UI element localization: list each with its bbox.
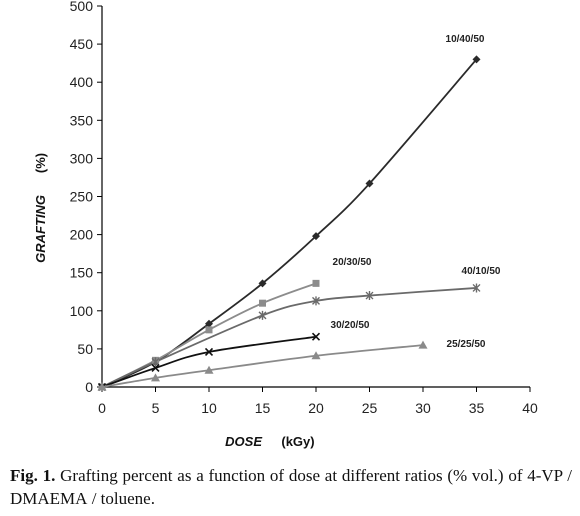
data-point-20-30-50 <box>259 299 266 307</box>
data-point-20-30-50 <box>205 326 213 334</box>
y-tick-label: 400 <box>70 74 94 90</box>
y-axis-unit: (%) <box>33 153 48 173</box>
x-tick-label: 20 <box>308 400 324 416</box>
y-tick-label: 150 <box>70 265 94 281</box>
series-lines <box>101 58 478 388</box>
x-tick-label: 10 <box>201 400 217 416</box>
data-point-10-40-50 <box>312 232 320 241</box>
y-tick-label: 100 <box>70 303 94 319</box>
series-label-25-25-50: 25/25/50 <box>447 339 486 350</box>
series-line-40-10-50 <box>101 287 477 388</box>
data-point-25-25-50 <box>151 373 160 382</box>
series-markers <box>97 55 481 392</box>
data-point-10-40-50 <box>205 319 213 328</box>
series-label-10-40-50: 10/40/50 <box>446 34 485 45</box>
y-tick-label: 500 <box>70 0 94 14</box>
axis-titles: DOSE (kGy) GRAFTING (%) <box>33 153 315 449</box>
y-tick-label: 200 <box>70 227 94 243</box>
y-tick-label: 0 <box>85 379 93 395</box>
data-point-10-40-50 <box>365 179 374 188</box>
data-point-20-30-50 <box>312 279 320 287</box>
x-axis-title: DOSE <box>225 434 262 449</box>
data-point-40-10-50 <box>472 283 481 293</box>
series-line-10-40-50 <box>101 58 478 388</box>
x-tick-label: 15 <box>255 400 271 416</box>
series-label-40-10-50: 40/10/50 <box>462 266 501 277</box>
data-point-25-25-50 <box>97 382 107 391</box>
series-label-30-20-50: 30/20/50 <box>331 320 370 331</box>
series-labels: 10/40/50 20/30/50 40/10/50 30/20/50 25/25/50 <box>331 34 501 350</box>
figure-caption: Fig. 1. Grafting percent as a function o… <box>10 464 572 510</box>
data-point-10-40-50 <box>472 55 481 64</box>
x-tick-label: 25 <box>362 400 378 416</box>
caption-smallcaps-term: DMAEMA <box>10 489 88 508</box>
data-point-25-25-50 <box>204 365 214 374</box>
x-tick-label: 40 <box>522 400 538 416</box>
data-point-40-10-50 <box>258 310 267 320</box>
data-point-30-20-50 <box>151 363 160 373</box>
data-point-25-25-50 <box>311 351 321 360</box>
figure-label: Fig. 1. <box>10 466 56 485</box>
data-point-40-10-50 <box>365 291 374 301</box>
x-tick-label: 30 <box>415 400 431 416</box>
caption-text-before: Grafting percent as a function of dose a… <box>60 466 572 485</box>
y-tick-label: 250 <box>70 189 94 205</box>
y-tick-label: 50 <box>77 341 93 357</box>
data-point-25-25-50 <box>418 340 428 349</box>
data-point-40-10-50 <box>312 296 320 306</box>
x-tick-label: 5 <box>152 400 160 416</box>
x-tick-label: 35 <box>469 400 485 416</box>
series-line-25-25-50 <box>101 344 424 388</box>
series-line-30-20-50 <box>101 335 317 388</box>
grafting-dose-chart: 0 50 100 150 200 250 300 350 400 450 500 0 5 10 15 20 25… <box>33 0 538 449</box>
data-point-40-10-50 <box>151 357 160 367</box>
chart-axes: 0 50 100 150 200 250 300 350 400 450 500 0 5 10 15 20 25… <box>70 0 538 416</box>
data-point-30-20-50 <box>204 347 214 357</box>
y-axis-title: GRAFTING <box>33 195 48 263</box>
y-tick-label: 300 <box>70 150 94 166</box>
caption-text-after: / toluene. <box>87 489 155 508</box>
series-label-20-30-50: 20/30/50 <box>333 257 372 268</box>
y-tick-label: 450 <box>70 36 94 52</box>
data-point-10-40-50 <box>258 279 267 288</box>
x-tick-label: 0 <box>98 400 106 416</box>
y-tick-label: 350 <box>70 112 94 128</box>
x-axis-unit: (kGy) <box>281 434 314 449</box>
data-point-30-20-50 <box>311 332 321 341</box>
